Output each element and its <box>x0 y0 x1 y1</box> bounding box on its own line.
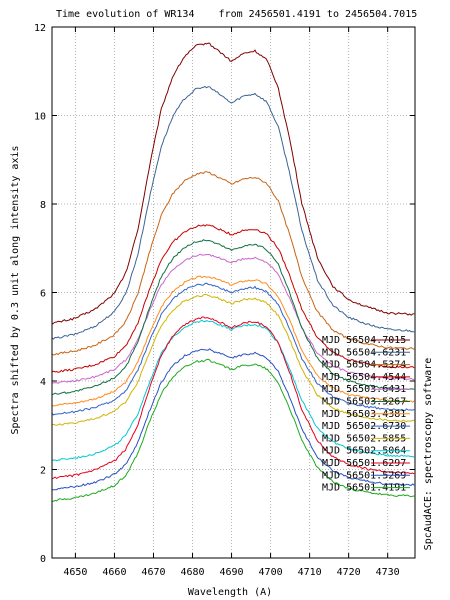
legend-label: MJD 56501.4191 <box>322 483 406 494</box>
x-tick-label: 4670 <box>141 567 165 578</box>
legend-label: MJD 56501.5269 <box>322 470 406 481</box>
x-tick-label: 4690 <box>220 567 244 578</box>
ticks: 4650 4660 4670 4680 4690 4700 4710 4720 4730 0 2 4 6… <box>34 23 415 578</box>
y-tick-label: 10 <box>34 112 46 123</box>
series-layer <box>51 42 415 502</box>
series-line <box>51 316 415 480</box>
legend-label: MJD 56503.6431 <box>322 384 406 395</box>
series-line <box>51 282 415 416</box>
legend-label: MJD 56501.6297 <box>322 458 406 469</box>
legend-label: MJD 56504.6231 <box>322 347 406 358</box>
series-line <box>51 358 415 502</box>
series-line <box>51 293 415 426</box>
series-line <box>51 224 415 373</box>
x-tick-label: 4660 <box>102 567 126 578</box>
x-tick-label: 4730 <box>376 567 400 578</box>
grid <box>52 27 415 558</box>
legend-label: MJD 56502.6730 <box>322 421 406 432</box>
x-axis-label: Wavelength (A) <box>188 587 272 598</box>
x-tick-label: 4650 <box>63 567 87 578</box>
series-line <box>51 85 415 340</box>
x-tick-label: 4710 <box>298 567 322 578</box>
y-axis-label: Spectra shifted by 0.3 unit along intens… <box>10 146 21 435</box>
series-line <box>51 42 415 325</box>
x-tick-label: 4680 <box>180 567 204 578</box>
y-tick-label: 12 <box>34 23 46 34</box>
legend-label: MJD 56504.5374 <box>322 360 406 371</box>
series-line <box>51 319 415 462</box>
y-tick-label: 4 <box>40 377 46 388</box>
y-tick-label: 8 <box>40 200 46 211</box>
series-line <box>51 253 415 384</box>
x-tick-label: 4720 <box>337 567 361 578</box>
legend-label: MJD 56503.5267 <box>322 397 406 408</box>
side-note: SpcAudACE: spectroscopy software <box>423 358 434 551</box>
chart-title: Time evolution of WR134 from 2456501.419… <box>56 9 417 20</box>
legend-label: MJD 56502.5064 <box>322 446 406 457</box>
series-line <box>51 275 415 407</box>
legend-label: MJD 56503.4381 <box>322 409 406 420</box>
y-tick-label: 6 <box>40 289 46 300</box>
legend-label: MJD 56504.4544 <box>322 372 406 383</box>
legend-label: MJD 56504.7015 <box>322 335 406 346</box>
series-line <box>51 171 415 356</box>
series-line <box>51 348 415 491</box>
x-tick-label: 4700 <box>259 567 283 578</box>
y-tick-label: 2 <box>40 466 46 477</box>
y-tick-label: 0 <box>40 554 46 565</box>
legend-label: MJD 56502.5855 <box>322 433 406 444</box>
series-line <box>51 239 415 396</box>
